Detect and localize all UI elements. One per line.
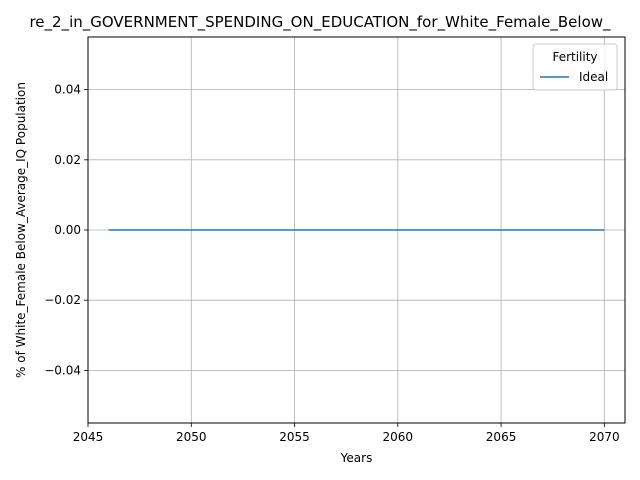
x-tick-label: 2060 xyxy=(383,430,414,444)
x-tick-label: 2045 xyxy=(73,430,104,444)
y-tick-label: 0.02 xyxy=(54,153,81,167)
legend-box xyxy=(532,43,618,91)
x-tick-label: 2050 xyxy=(176,430,207,444)
y-axis-label: % of White_Female Below_Average_IQ Popul… xyxy=(14,82,28,378)
x-axis-ticks: 2045 2050 2055 2060 2065 2070 xyxy=(73,423,620,444)
x-axis-label: Years xyxy=(340,451,373,465)
legend: Fertility Ideal xyxy=(532,43,618,91)
y-tick-label: −0.02 xyxy=(44,293,81,307)
chart-title: re_2_in_GOVERNMENT_SPENDING_ON_EDUCATION… xyxy=(29,13,611,32)
legend-title: Fertility xyxy=(552,50,597,64)
y-tick-label: 0.04 xyxy=(54,83,81,97)
x-tick-label: 2055 xyxy=(279,430,310,444)
legend-label-ideal: Ideal xyxy=(579,70,608,84)
y-tick-label: −0.04 xyxy=(44,363,81,377)
x-tick-label: 2070 xyxy=(589,430,620,444)
x-tick-label: 2065 xyxy=(486,430,517,444)
y-tick-label: 0.00 xyxy=(54,223,81,237)
y-axis-ticks: −0.04 −0.02 0.00 0.02 0.04 xyxy=(44,83,88,377)
